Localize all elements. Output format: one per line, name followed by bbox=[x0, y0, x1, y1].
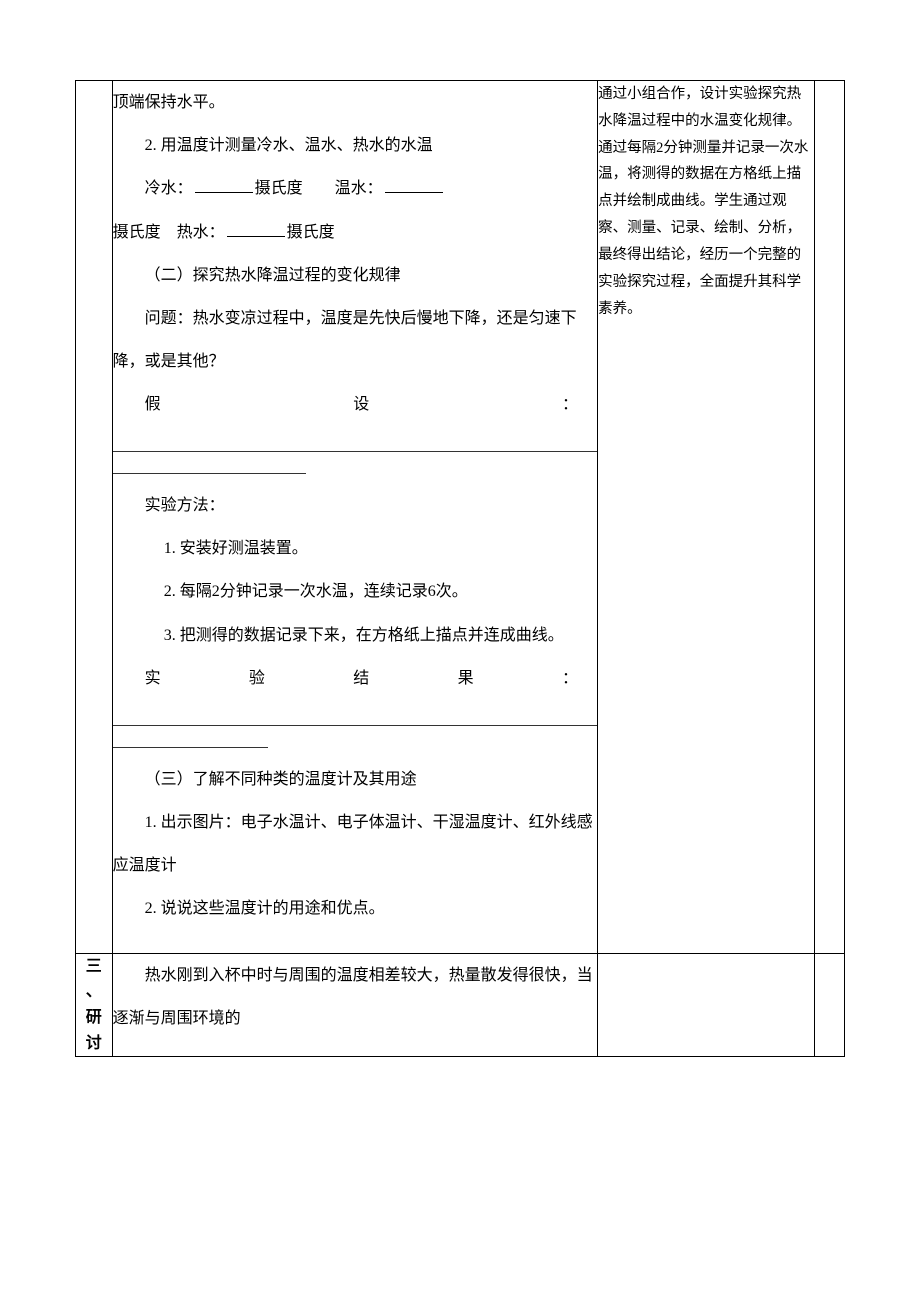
blank-input[interactable] bbox=[195, 177, 253, 193]
section-label-cell bbox=[76, 81, 113, 954]
content-text: 2. 说说这些温度计的用途和优点。 bbox=[113, 887, 598, 930]
label-char: 讨 bbox=[76, 1031, 112, 1057]
label-cold: 冷水： bbox=[145, 180, 193, 197]
table-row: 顶端保持水平。 2. 用温度计测量冷水、温水、热水的水温 冷水：摄氏度 温水： … bbox=[76, 81, 845, 954]
section-heading: （二）探究热水降温过程的变化规律 bbox=[113, 254, 598, 297]
content-text: 问题：热水变凉过程中，温度是先快后慢地下降，还是匀速下降，或是其他？ bbox=[113, 297, 598, 383]
blank-input[interactable] bbox=[385, 177, 443, 193]
label-hot: 热水： bbox=[177, 224, 225, 241]
hypothesis-label: 假 设 ： bbox=[113, 383, 598, 426]
label-char: 实 bbox=[145, 657, 161, 700]
unit-celsius: 摄氏度 bbox=[255, 180, 303, 197]
unit-celsius: 摄氏度 bbox=[287, 224, 335, 241]
result-label: 实 验 结 果 ： bbox=[113, 657, 598, 700]
label-colon: ： bbox=[562, 657, 578, 700]
blank-input-line[interactable] bbox=[113, 458, 307, 474]
method-item: 1. 安装好测温装置。 bbox=[113, 527, 598, 570]
label-warm: 温水： bbox=[335, 180, 383, 197]
label-char: 设 bbox=[353, 383, 369, 426]
notes-text: 通过小组合作，设计实验探究热水降温过程中的水温变化规律。通过每隔2分钟测量并记录… bbox=[598, 81, 814, 322]
label-char: 研 bbox=[76, 1005, 112, 1031]
label-char: 、 bbox=[76, 979, 112, 1005]
content-text: 摄氏度 热水： 摄氏度 bbox=[113, 211, 598, 254]
content-text: 1. 出示图片：电子水温计、电子体温计、干湿温度计、红外线感应温度计 bbox=[113, 801, 598, 887]
method-item: 3. 把测得的数据记录下来，在方格纸上描点并连成曲线。 bbox=[113, 614, 598, 657]
blank-input-line[interactable] bbox=[113, 710, 598, 726]
label-char: 结 bbox=[353, 657, 369, 700]
label-char: 果 bbox=[458, 657, 474, 700]
lesson-plan-table: 顶端保持水平。 2. 用温度计测量冷水、温水、热水的水温 冷水：摄氏度 温水： … bbox=[75, 80, 845, 1057]
section-heading: （三）了解不同种类的温度计及其用途 bbox=[113, 758, 598, 801]
content-cell: 顶端保持水平。 2. 用温度计测量冷水、温水、热水的水温 冷水：摄氏度 温水： … bbox=[112, 81, 598, 954]
content-text: 2. 用温度计测量冷水、温水、热水的水温 bbox=[113, 124, 598, 167]
label-char: 假 bbox=[145, 383, 161, 426]
empty-cell bbox=[815, 81, 845, 954]
empty-cell bbox=[815, 953, 845, 1056]
section-label-cell: 三 、 研 讨 bbox=[76, 953, 113, 1056]
content-text: 实验方法： bbox=[113, 484, 598, 527]
blank-input-line[interactable] bbox=[113, 436, 598, 452]
label-colon: ： bbox=[562, 383, 578, 426]
content-text: 冷水： 摄氏度 温水： bbox=[113, 167, 598, 210]
content-cell: 热水刚到入杯中时与周围的温度相差较大，热量散发得很快，当逐渐与周围环境的 bbox=[112, 953, 598, 1056]
content-text: 顶端保持水平。 bbox=[113, 81, 598, 124]
spacer bbox=[113, 930, 598, 952]
label-char: 三 bbox=[76, 954, 112, 980]
table-row: 三 、 研 讨 热水刚到入杯中时与周围的温度相差较大，热量散发得很快，当逐渐与周… bbox=[76, 953, 845, 1056]
notes-cell bbox=[598, 953, 815, 1056]
blank-input-line[interactable] bbox=[113, 732, 268, 748]
label-char: 验 bbox=[249, 657, 265, 700]
content-text: 热水刚到入杯中时与周围的温度相差较大，热量散发得很快，当逐渐与周围环境的 bbox=[113, 954, 598, 1040]
notes-cell: 通过小组合作，设计实验探究热水降温过程中的水温变化规律。通过每隔2分钟测量并记录… bbox=[598, 81, 815, 954]
unit-celsius: 摄氏度 bbox=[113, 224, 161, 241]
blank-input[interactable] bbox=[227, 221, 285, 237]
method-item: 2. 每隔2分钟记录一次水温，连续记录6次。 bbox=[113, 570, 598, 613]
